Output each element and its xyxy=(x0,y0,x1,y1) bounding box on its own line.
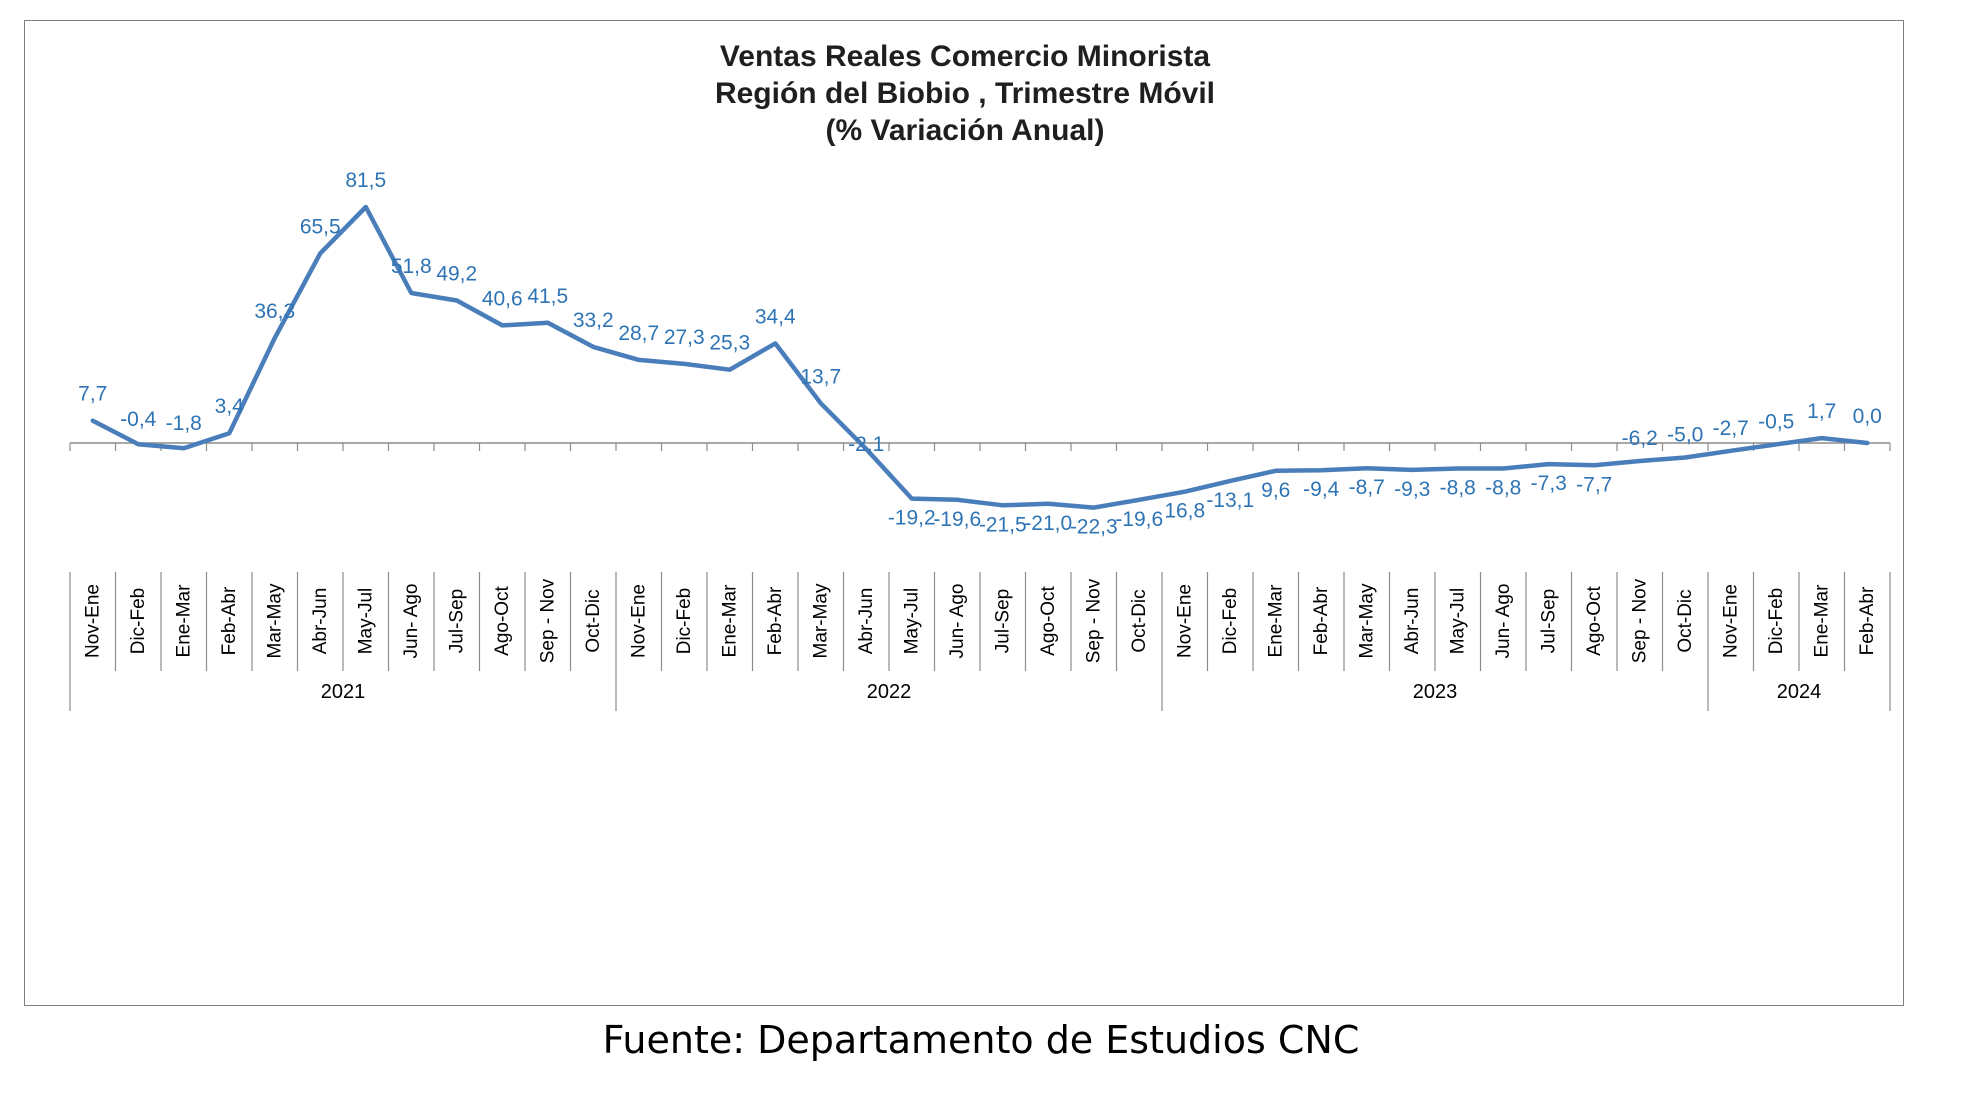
data-label: -13,1 xyxy=(1206,489,1254,512)
data-label: -0,4 xyxy=(120,408,157,431)
data-label: 40,6 xyxy=(482,287,523,310)
year-label: 2024 xyxy=(1777,681,1822,703)
data-label: -0,5 xyxy=(1758,410,1794,433)
x-tick-label: Jun- Ago xyxy=(1493,584,1514,659)
x-tick-label: Mar-May xyxy=(1356,583,1377,658)
data-label: -2,7 xyxy=(1713,417,1749,440)
x-tick-label: Dic-Feb xyxy=(1220,588,1241,655)
x-tick-label: Jul-Sep xyxy=(1538,589,1559,653)
data-label: 7,7 xyxy=(78,383,107,406)
series-line-group xyxy=(90,204,1870,510)
series-line xyxy=(90,204,1870,510)
x-tick-label: Abr-Jun xyxy=(856,588,877,655)
data-label: 41,5 xyxy=(527,285,568,308)
data-labels: 7,7 -0,4 -1,8 3,4 36,3 65,581,5 51,8 49,240,6 41… xyxy=(78,169,1882,539)
x-tick-label: Ago-Oct xyxy=(1038,585,1059,655)
x-tick-label: Ago-Oct xyxy=(492,585,513,655)
data-label: -9,3 xyxy=(1394,478,1430,501)
data-label: -22,3 xyxy=(1070,516,1118,539)
data-label: -19,6 xyxy=(933,508,981,531)
data-label: -19,2 xyxy=(888,507,936,530)
chart-frame: Ventas Reales Comercio Minorista Región d… xyxy=(24,20,1904,1006)
x-tick-label: Jun- Ago xyxy=(947,584,968,659)
x-tick-label: Ene-Mar xyxy=(1811,584,1832,658)
x-axis xyxy=(69,442,1891,711)
data-label: 27,3 xyxy=(664,326,705,349)
x-tick-label: Ene-Mar xyxy=(173,584,194,658)
x-tick-label: Dic-Feb xyxy=(674,588,695,655)
data-label: 33,2 xyxy=(573,309,614,332)
data-label: -8,8 xyxy=(1440,476,1476,499)
data-label: 28,7 xyxy=(618,322,659,345)
data-label: -9,4 xyxy=(1303,478,1340,501)
year-group-labels: 2021 2022 2023 2024 xyxy=(321,681,1822,703)
chart-title-line: (% Variación Anual) xyxy=(826,114,1105,147)
data-label: 0,0 xyxy=(1853,405,1882,428)
x-tick-label: Oct-Dic xyxy=(1129,589,1150,652)
x-tick-label: Abr-Jun xyxy=(1402,588,1423,655)
year-label: 2021 xyxy=(321,681,366,703)
data-label: 3,4 xyxy=(215,395,245,418)
x-tick-label: Ene-Mar xyxy=(1265,584,1286,658)
data-label: 81,5 xyxy=(345,169,386,192)
x-tick-label: May-Jul xyxy=(1447,588,1468,655)
x-tick-label: Sep - Nov xyxy=(537,578,558,663)
data-label: -8,8 xyxy=(1485,476,1521,499)
data-label: 25,3 xyxy=(709,332,750,355)
x-tick-label: Abr-Jun xyxy=(310,588,331,655)
x-tick-label: Nov-Ene xyxy=(1720,584,1741,658)
x-tick-label: Feb-Abr xyxy=(1311,586,1332,655)
data-label: -21,0 xyxy=(1024,512,1072,535)
data-label: -19,6 xyxy=(1115,508,1163,531)
data-label: -7,3 xyxy=(1531,472,1567,495)
data-label: -8,7 xyxy=(1349,476,1385,499)
data-label: 65,5 xyxy=(300,215,341,238)
year-label: 2022 xyxy=(867,681,912,703)
data-label: 13,7 xyxy=(800,365,841,388)
chart-title-line: Región del Biobio , Trimestre Móvil xyxy=(715,77,1215,110)
x-tick-label: Feb-Abr xyxy=(219,586,240,655)
x-tick-label: Sep - Nov xyxy=(1629,578,1650,663)
data-label: -1,8 xyxy=(166,412,202,435)
x-tick-label: Nov-Ene xyxy=(1174,584,1195,658)
x-tick-label: Oct-Dic xyxy=(1675,589,1696,652)
data-label: 9,6 xyxy=(1261,479,1290,502)
x-tick-label: Oct-Dic xyxy=(583,589,604,652)
x-tick-label: Nov-Ene xyxy=(82,584,103,658)
x-tick-label: Dic-Feb xyxy=(1766,588,1787,655)
x-tick-label: Jul-Sep xyxy=(992,589,1013,653)
chart-title: Ventas Reales Comercio Minorista Región d… xyxy=(715,40,1215,147)
source-note: Fuente: Departamento de Estudios CNC xyxy=(602,1018,1360,1062)
data-label: -6,2 xyxy=(1622,427,1658,450)
data-label: 49,2 xyxy=(436,263,477,286)
x-tick-label: May-Jul xyxy=(355,588,376,655)
data-label: 34,4 xyxy=(755,305,796,328)
data-label: 16,8 xyxy=(1164,500,1205,523)
line-chart: Ventas Reales Comercio Minorista Región d… xyxy=(69,40,1891,711)
chart-title-line: Ventas Reales Comercio Minorista xyxy=(720,40,1210,73)
x-tick-label: Nov-Ene xyxy=(628,584,649,658)
x-tick-label: Feb-Abr xyxy=(765,586,786,655)
x-tick-label: Mar-May xyxy=(810,583,831,658)
data-label: -2,1 xyxy=(848,433,884,456)
x-tick-label: Ene-Mar xyxy=(719,584,740,658)
data-label: 51,8 xyxy=(391,255,432,278)
data-label: 1,7 xyxy=(1807,400,1836,423)
x-tick-label: Sep - Nov xyxy=(1083,578,1104,663)
data-label: -7,7 xyxy=(1576,473,1612,496)
x-tick-label: Jun- Ago xyxy=(401,584,422,659)
x-tick-label: May-Jul xyxy=(901,588,922,655)
x-tick-label: Mar-May xyxy=(264,583,285,658)
x-tick-label: Ago-Oct xyxy=(1584,585,1605,655)
data-label: 36,3 xyxy=(254,300,295,323)
year-label: 2023 xyxy=(1413,681,1458,703)
data-label: -21,5 xyxy=(979,513,1027,536)
x-tick-label: Feb-Abr xyxy=(1857,586,1878,655)
x-tick-labels: Nov-Ene Dic-Feb Ene-Mar Feb-Abr Mar-May Abr-J… xyxy=(82,578,1878,663)
x-tick-label: Dic-Feb xyxy=(128,588,149,655)
x-tick-label: Jul-Sep xyxy=(446,589,467,653)
data-label: -5,0 xyxy=(1667,423,1703,446)
